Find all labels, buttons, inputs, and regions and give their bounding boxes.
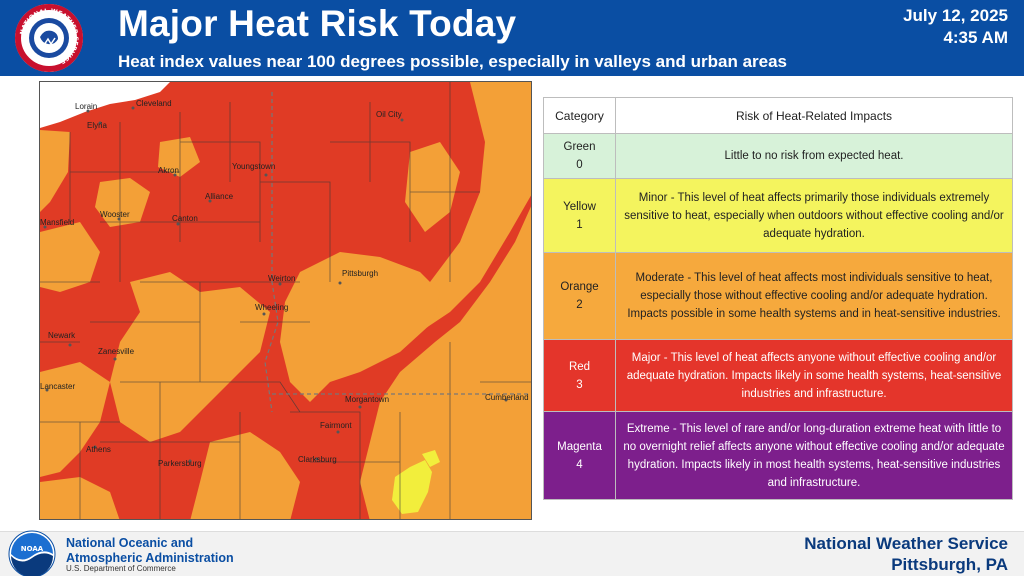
legend-category-name: Magenta (557, 440, 602, 453)
risk-yellow-area (392, 460, 432, 514)
city-label: Fairmont (320, 421, 352, 430)
legend-category-level: 4 (576, 458, 583, 471)
city-markers (43, 106, 508, 463)
legend-description: Minor - This level of heat affects prima… (615, 178, 1013, 253)
city-label: Akron (158, 166, 179, 175)
city-label: Mansfield (40, 218, 74, 227)
legend-description: Little to no risk from expected heat. (615, 133, 1013, 179)
legend-category-level: 0 (576, 159, 583, 171)
city-label: Youngstown (232, 162, 275, 171)
heat-risk-map: Cleveland Lorain Elyria Oil City Akron Y… (39, 81, 532, 520)
legend-row-orange: Orange 2 Moderate - This level of heat a… (543, 252, 1013, 340)
legend-row-magenta: Magenta 4 Extreme - This level of rare a… (543, 411, 1013, 500)
legend-row-red: Red 3 Major - This level of heat affects… (543, 339, 1013, 412)
city-label: Weirton (268, 274, 295, 283)
nws-office-line1: National Weather Service (804, 534, 1008, 553)
risk-orange-area (158, 137, 200, 177)
city-label: Lancaster (40, 382, 75, 391)
city-label: Cleveland (136, 99, 172, 108)
risk-yellow-area (422, 450, 440, 467)
legend-category-level: 1 (576, 218, 583, 231)
city-label: Zanesville (98, 347, 135, 356)
risk-orange-area (190, 432, 300, 519)
county-borders (40, 82, 531, 519)
city-label: Wooster (100, 210, 130, 219)
city-label: Athens (86, 445, 111, 454)
city-labels: Cleveland Lorain Elyria Oil City Akron Y… (40, 99, 529, 468)
city-label: Oil City (376, 110, 402, 119)
risk-orange-area (280, 252, 440, 402)
legend-category-level: 2 (576, 299, 583, 311)
city-label: Elyria (87, 121, 108, 130)
legend-category-name: Yellow (563, 200, 596, 213)
noaa-name: National Oceanic and Atmospheric Adminis… (66, 536, 234, 566)
heat-risk-map-canvas: Cleveland Lorain Elyria Oil City Akron Y… (40, 82, 531, 519)
footer-bar (0, 531, 1024, 576)
noaa-name-line1: National Oceanic and (66, 536, 194, 550)
risk-orange-area (400, 82, 531, 332)
legend-description: Major - This level of heat affects anyon… (615, 339, 1013, 412)
nws-office: National Weather Service Pittsburgh, PA (804, 533, 1008, 575)
legend-description: Moderate - This level of heat affects mo… (615, 252, 1013, 340)
city-label: Cumberland (485, 393, 529, 402)
nws-logo-icon: NATIONAL WEATHER SERVICE (15, 4, 83, 72)
legend-category-name: Green (563, 141, 596, 153)
legend-description: Extreme - This level of rare and/or long… (615, 411, 1013, 500)
issue-datetime: July 12, 2025 4:35 AM (903, 5, 1008, 49)
city-label: Canton (172, 214, 198, 223)
legend-category-name: Orange (560, 281, 599, 293)
state-borders (264, 92, 531, 413)
nws-office-line2: Pittsburgh, PA (891, 555, 1008, 574)
city-label: Morgantown (345, 395, 389, 404)
city-label: Wheeling (255, 303, 288, 312)
risk-orange-area (110, 272, 270, 442)
risk-orange-area (405, 142, 460, 232)
city-label: Parkersburg (158, 459, 202, 468)
city-label: Pittsburgh (342, 269, 378, 278)
legend-category-level: 3 (576, 378, 583, 391)
header-banner (0, 0, 1024, 76)
page-title: Major Heat Risk Today (118, 3, 517, 44)
risk-orange-area (40, 362, 110, 477)
page-subtitle: Heat index values near 100 degrees possi… (118, 52, 788, 71)
legend-header-category: Category (543, 97, 616, 134)
svg-text:NOAA: NOAA (21, 545, 44, 553)
issue-date: July 12, 2025 (903, 6, 1008, 25)
city-label: Alliance (205, 192, 234, 201)
lake-erie (40, 82, 170, 128)
risk-orange-area (95, 178, 150, 227)
city-label: Clarksburg (298, 455, 337, 464)
heat-risk-legend: Category Risk of Heat-Related Impacts Gr… (543, 97, 1013, 500)
legend-category-name: Red (568, 360, 591, 373)
noaa-logo-icon: NOAA (8, 530, 56, 576)
noaa-name-line2: Atmospheric Administration (66, 551, 234, 565)
noaa-department: U.S. Department of Commerce (66, 564, 176, 573)
city-label: Lorain (75, 102, 97, 111)
risk-orange-area (40, 222, 100, 292)
legend-row-green: Green 0 Little to no risk from expected … (543, 133, 1013, 179)
risk-orange-area (360, 206, 531, 519)
risk-orange-area (40, 130, 70, 212)
issue-time: 4:35 AM (943, 28, 1008, 47)
legend-row-yellow: Yellow 1 Minor - This level of heat affe… (543, 178, 1013, 253)
city-label: Newark (48, 331, 76, 340)
legend-header-risk: Risk of Heat-Related Impacts (615, 97, 1013, 134)
